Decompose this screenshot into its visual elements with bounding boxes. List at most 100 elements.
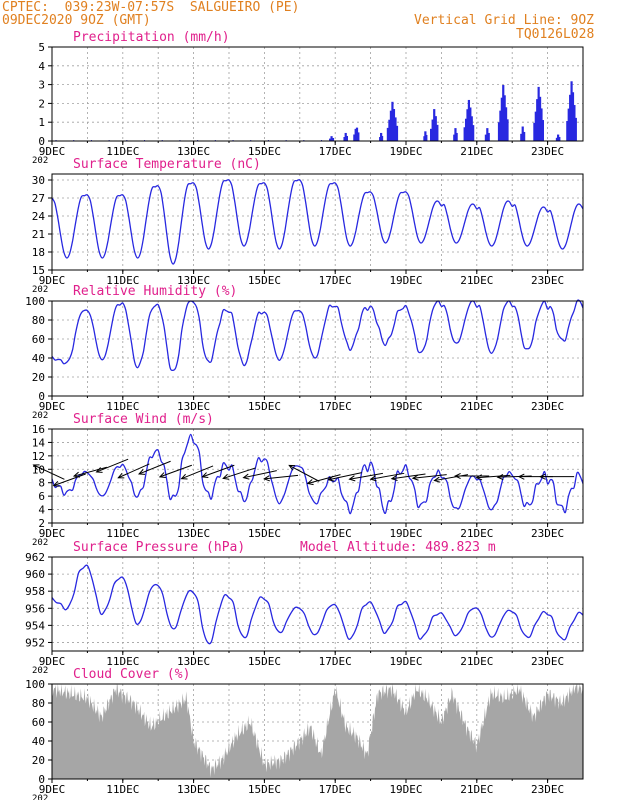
header-run-time: 09DEC2020 9OZ (GMT) xyxy=(2,13,151,28)
y-tick-label: 3 xyxy=(38,79,45,92)
y-tick-label: 5 xyxy=(38,41,45,54)
precip-bar xyxy=(472,125,475,141)
x-tick-label: 17DEC xyxy=(319,527,352,540)
precip-bar xyxy=(523,131,526,141)
temp-frame xyxy=(51,173,584,271)
cloud-frame xyxy=(51,683,584,780)
precip-bar xyxy=(537,86,540,141)
wind-vector-head xyxy=(496,473,504,481)
precip-bar xyxy=(425,134,428,141)
wind-vector-shaft xyxy=(53,473,86,487)
precip-bar xyxy=(573,105,576,141)
x-tick-label: 23DEC xyxy=(531,145,564,158)
rh-frame xyxy=(51,300,584,397)
pressure-frame xyxy=(51,556,584,652)
wind-vector-shaft xyxy=(181,465,214,480)
temp-title: Surface Temperature (nC) xyxy=(73,157,261,172)
precip-bar xyxy=(357,132,360,141)
precip-bar xyxy=(386,127,389,141)
precip-bar xyxy=(353,134,356,141)
x-tick-label: 19DEC xyxy=(389,274,422,287)
x-tick-label: 9DEC xyxy=(39,400,66,413)
wind-vector-shaft xyxy=(159,464,193,478)
x-tick-label: 17DEC xyxy=(319,655,352,668)
cloud-title: Cloud Cover (%) xyxy=(73,667,190,682)
x-tick-label: 15DEC xyxy=(248,527,281,540)
precip-bar xyxy=(566,121,569,141)
wind-vector-head xyxy=(137,469,146,475)
y-tick-label: 14 xyxy=(32,436,46,449)
y-tick-label: 15 xyxy=(32,264,45,277)
precip-bar xyxy=(506,119,509,141)
wind-vector-head xyxy=(263,475,271,482)
x-tick-label: 17DEC xyxy=(319,783,352,796)
precip-bar xyxy=(392,109,396,141)
wind-vector-shaft xyxy=(289,464,320,482)
wind-vector-shaft xyxy=(264,474,299,480)
precip-bar xyxy=(389,110,393,141)
x-tick-label: 21DEC xyxy=(460,655,493,668)
wind-vector-head xyxy=(390,474,398,482)
precip-bar xyxy=(534,111,537,141)
precip-bar xyxy=(520,133,523,141)
precip-bar xyxy=(388,119,391,141)
y-tick-label: 0 xyxy=(38,773,45,786)
precip-bar xyxy=(569,94,572,141)
x-tick-label: 13DEC xyxy=(177,145,210,158)
y-tick-label: 40 xyxy=(32,735,45,748)
wind-vector-shaft xyxy=(138,460,171,475)
y-tick-label: 18 xyxy=(32,246,45,259)
wind-vector-head xyxy=(327,475,335,482)
wind-vector-head xyxy=(454,472,461,480)
y-tick-label: 2 xyxy=(38,97,45,110)
y-tick-label: 960 xyxy=(25,568,45,581)
precip-bar xyxy=(391,101,394,141)
wind-vector-head xyxy=(475,474,483,481)
wind-vector-shaft xyxy=(476,474,511,479)
x-tick-label: 11DEC xyxy=(106,783,139,796)
precip-bar xyxy=(354,128,357,141)
precip-bar xyxy=(453,134,456,141)
y-tick-label: 24 xyxy=(32,210,46,223)
x-tick-label: 13DEC xyxy=(177,274,210,287)
precip-frame xyxy=(51,46,584,142)
x-tick-label: 21DEC xyxy=(460,274,493,287)
header-run-code: TQ0126L028 xyxy=(516,27,595,42)
x-tick-label: 15DEC xyxy=(248,145,281,158)
x-tick-label: 11DEC xyxy=(106,274,139,287)
precip-bar xyxy=(558,136,561,141)
cloud-panel: 0 20 40 60 80 100 9DEC 11DEC 13DEC 15DEC 17DEC 19DE… xyxy=(25,667,584,800)
precip-bar xyxy=(431,119,434,141)
y-tick-label: 8 xyxy=(38,477,45,490)
x-tick-label: 9DEC xyxy=(39,655,66,668)
precip-bar xyxy=(497,122,501,141)
y-tick-label: 30 xyxy=(32,174,45,187)
y-tick-label: 956 xyxy=(25,602,45,615)
pressure-title: Surface Pressure (hPa) xyxy=(73,540,245,555)
precip-bar xyxy=(502,85,505,141)
year-stub-label: 202 xyxy=(32,156,48,166)
year-stub-label: 202 xyxy=(32,411,48,421)
y-tick-label: 4 xyxy=(38,504,45,517)
x-tick-label: 21DEC xyxy=(460,145,493,158)
precip-bar xyxy=(469,107,472,141)
y-tick-label: 2 xyxy=(38,517,45,530)
wind-vector-head xyxy=(222,473,230,480)
precip-bar xyxy=(343,137,346,141)
wind-vector-head xyxy=(72,471,81,478)
precip-bar xyxy=(567,108,570,141)
year-stub-label: 202 xyxy=(32,285,48,295)
wind-vector-head xyxy=(369,475,377,482)
precip-bar xyxy=(538,96,542,141)
x-tick-label: 17DEC xyxy=(319,274,352,287)
year-stub-label: 202 xyxy=(32,794,48,800)
y-tick-label: 0 xyxy=(38,390,45,403)
wind-vector-head xyxy=(158,472,166,478)
precip-bar xyxy=(355,127,359,141)
precip-bar xyxy=(536,99,539,141)
x-tick-label: 23DEC xyxy=(531,783,564,796)
x-tick-label: 19DEC xyxy=(389,783,422,796)
x-tick-label: 9DEC xyxy=(39,783,66,796)
x-tick-label: 17DEC xyxy=(319,400,352,413)
y-tick-label: 20 xyxy=(32,371,45,384)
